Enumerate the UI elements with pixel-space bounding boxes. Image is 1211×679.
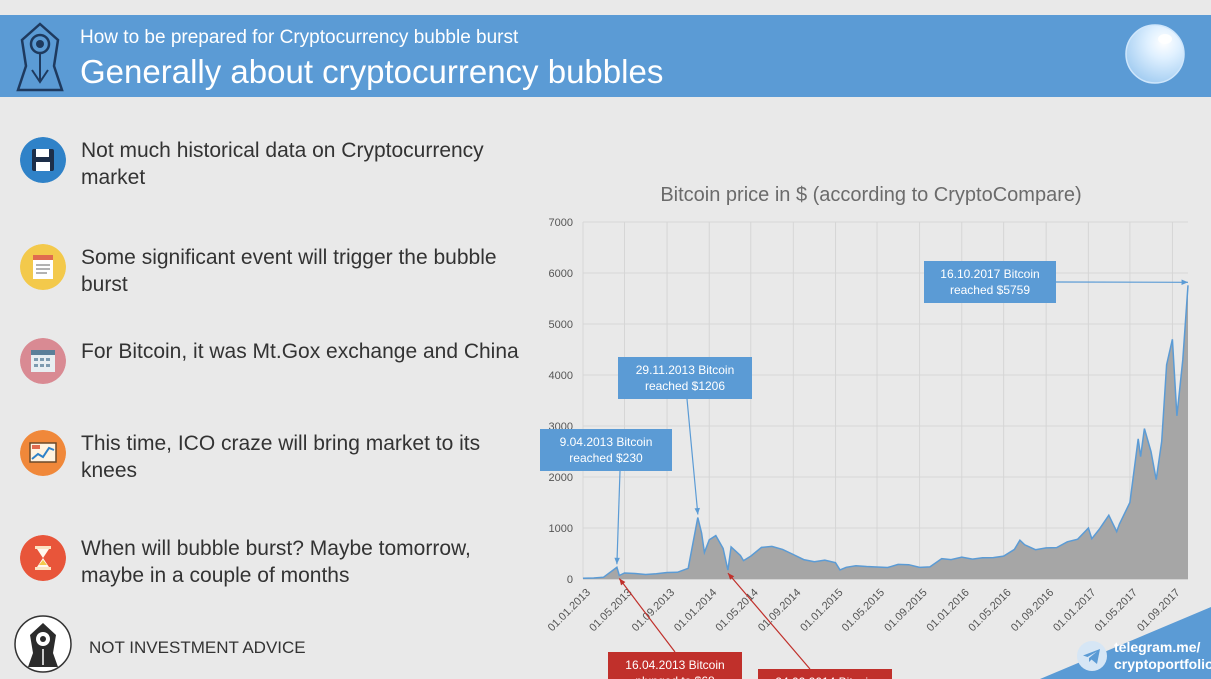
annotation-text: 9.04.2013 Bitcoin (560, 435, 653, 449)
chart-board-icon (20, 430, 66, 476)
bullet-mtgox: For Bitcoin, it was Mt.Gox exchange and … (20, 338, 520, 398)
annotation-text: 24.02.2014 Bitcoin (775, 675, 874, 679)
hourglass-icon (20, 535, 66, 581)
slide-title: Generally about cryptocurrency bubbles (80, 53, 664, 90)
y-tick-label: 7000 (549, 217, 573, 229)
bullet-text: For Bitcoin, it was Mt.Gox exchange and … (81, 340, 519, 363)
bullet-when-burst: When will bubble burst? Maybe tomorrow, … (20, 535, 520, 595)
y-tick-label: 4000 (549, 370, 573, 382)
x-tick-label: 01.05.2013 (587, 587, 634, 634)
x-tick-label: 01.01.2013 (546, 587, 593, 634)
bullet-historical-data: Not much historical data on Cryptocurren… (20, 137, 520, 197)
calendar-icon (20, 338, 66, 384)
x-tick-label: 01.09.2015 (882, 587, 929, 634)
y-tick-label: 5000 (549, 319, 573, 331)
x-tick-label: 01.01.2014 (672, 587, 719, 634)
chart-grid (582, 221, 1188, 580)
floppy-disk-icon (20, 137, 66, 183)
annotation-text: 16.04.2013 Bitcoin (625, 658, 724, 672)
slide-subtitle: How to be prepared for Cryptocurrency bu… (80, 27, 519, 48)
annotation-text: reached $1206 (645, 379, 725, 393)
y-tick-label: 1000 (549, 523, 573, 535)
annotation-text: reached $5759 (950, 283, 1030, 297)
price-line (582, 285, 1189, 580)
annotation-text: plunged to $68 (635, 674, 715, 679)
bullet-text: Not much historical data on Cryptocurren… (81, 139, 484, 189)
hooded-figure-icon (16, 22, 64, 92)
annotation-peak: 9.04.2013 Bitcoin reached $230 (540, 429, 672, 565)
notepad-icon (20, 244, 66, 290)
x-tick-label: 01.01.2016 (924, 587, 971, 634)
x-tick-label: 01.05.2016 (966, 587, 1013, 634)
x-tick-label: 01.05.2015 (840, 587, 887, 634)
price-series (582, 285, 1189, 580)
x-tick-label: 01.09.2013 (630, 587, 677, 634)
telegram-icon[interactable] (1076, 640, 1108, 672)
disclaimer-text: NOT INVESTMENT ADVICE (89, 638, 306, 657)
bullet-ico-craze: This time, ICO craze will bring market t… (20, 430, 520, 490)
y-tick-label: 0 (567, 574, 573, 586)
annotation-plunge: 24.02.2014 Bitcoinplunged to $174 (727, 572, 892, 679)
telegram-link[interactable]: telegram.me/ cryptoportfolio (1114, 639, 1211, 672)
x-tick-label: 01.01.2015 (798, 587, 845, 634)
y-tick-label: 2000 (549, 472, 573, 484)
chart-title: Bitcoin price in $ (according to CryptoC… (660, 184, 1081, 206)
bullet-text: When will bubble burst? Maybe tomorrow, … (81, 537, 471, 587)
y-tick-label: 6000 (549, 268, 573, 280)
annotation-text: 16.10.2017 Bitcoin (940, 267, 1039, 281)
bitcoin-price-chart: Bitcoin price in $ (according to CryptoC… (540, 184, 1189, 679)
bullet-text: This time, ICO craze will bring market t… (81, 432, 481, 482)
annotation-text: reached $230 (569, 451, 643, 465)
bullet-text: Some significant event will trigger the … (81, 246, 497, 296)
hooded-figure-icon (14, 615, 72, 673)
annotation-plunge: 16.04.2013 Bitcoin plunged to $68 (608, 578, 742, 679)
annotation-peak: 29.11.2013 Bitcoin reached $1206 (618, 357, 752, 515)
price-area (583, 285, 1188, 579)
annotation-peak: 16.10.2017 Bitcoin reached $5759 (924, 261, 1189, 303)
bubble-icon (1125, 24, 1185, 84)
bullet-significant-event: Some significant event will trigger the … (20, 244, 520, 304)
annotation-text: 29.11.2013 Bitcoin (636, 363, 735, 377)
x-tick-label: 01.05.2014 (713, 587, 760, 634)
x-tick-label: 01.09.2014 (756, 587, 803, 634)
header-banner: How to be prepared for Cryptocurrency bu… (0, 15, 1211, 97)
